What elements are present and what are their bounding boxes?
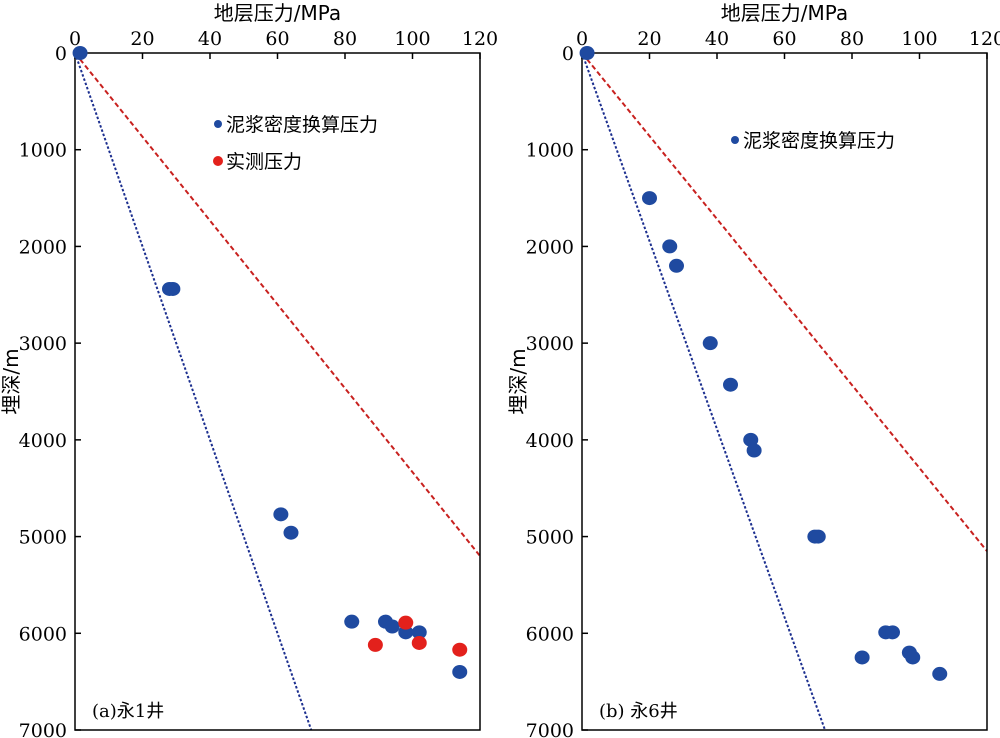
x-tick-label: 0 <box>576 28 588 50</box>
plot-frame <box>581 52 988 731</box>
y-tick-label: 0 <box>55 43 67 65</box>
x-tick-label: 40 <box>705 28 729 50</box>
y-tick-label: 6000 <box>19 623 67 645</box>
data-point-mud-density <box>642 191 657 206</box>
data-point-mud-density <box>702 336 718 351</box>
data-point-mud-density <box>72 46 88 60</box>
data-point-mud-density <box>810 529 826 544</box>
y-tick-label: 4000 <box>19 430 67 452</box>
x-tick-label: 100 <box>901 28 937 50</box>
legend-marker <box>731 136 739 144</box>
legend-label: 泥浆密度换算压力 <box>743 130 895 152</box>
reference-line-2 <box>75 53 480 557</box>
x-tick-label: 120 <box>969 28 1000 50</box>
data-point-mud-density <box>854 650 870 665</box>
y-tick-label: 5000 <box>526 527 574 549</box>
x-tick-label: 60 <box>265 28 289 50</box>
reference-line-1 <box>582 53 826 730</box>
data-point-mud-density <box>932 666 948 681</box>
data-point-mud-density <box>384 619 400 634</box>
data-point-mud-density <box>885 625 900 640</box>
data-point-mud-density <box>162 281 177 296</box>
data-point-measured <box>452 642 468 657</box>
data-point-mud-density <box>746 443 762 458</box>
y-tick-label: 0 <box>562 43 574 65</box>
data-point-measured <box>411 635 427 650</box>
data-point-mud-density <box>723 377 738 392</box>
data-point-mud-density <box>344 614 360 629</box>
legend-label: 实测压力 <box>226 151 302 173</box>
reference-line-2 <box>582 53 987 552</box>
y-tick-label: 3000 <box>526 333 574 355</box>
chart-panel-2: 0 20 40 60 80 100 120 0 1000 2000 3000 4000 5000 6000… <box>506 1 1000 738</box>
y-tick-label: 7000 <box>19 720 67 738</box>
data-point-measured <box>367 637 383 652</box>
data-point-mud-density <box>579 46 595 60</box>
y-tick-label: 3000 <box>19 333 67 355</box>
x-tick-label: 60 <box>772 28 796 50</box>
data-point-mud-density <box>398 625 414 640</box>
data-point-mud-density <box>905 650 921 665</box>
data-point-mud-density <box>273 507 289 522</box>
x-tick-label: 20 <box>637 28 661 50</box>
x-tick-label: 0 <box>69 28 81 50</box>
x-tick-label: 40 <box>198 28 222 50</box>
data-point-mud-density <box>452 664 468 679</box>
legend-label: 泥浆密度换算压力 <box>226 114 378 136</box>
x-tick-label: 80 <box>333 28 357 50</box>
data-point-mud-density <box>283 525 299 540</box>
y-tick-label: 4000 <box>526 430 574 452</box>
y-axis-title: 埋深/m <box>506 348 530 414</box>
x-tick-label: 20 <box>130 28 154 50</box>
x-axis-title: 地层压力/MPa <box>214 1 341 25</box>
legend-marker <box>214 120 222 128</box>
y-tick-label: 5000 <box>19 527 67 549</box>
x-tick-label: 120 <box>462 28 498 50</box>
x-tick-label: 100 <box>394 28 430 50</box>
data-point-mud-density <box>743 432 759 447</box>
data-point-mud-density <box>411 625 427 640</box>
y-tick-label: 1000 <box>19 140 67 162</box>
y-tick-label: 2000 <box>19 236 67 258</box>
legend-marker <box>213 156 223 166</box>
y-tick-label: 1000 <box>526 140 574 162</box>
x-tick-label: 80 <box>840 28 864 50</box>
chart-panel-1: 0 20 40 60 80 100 120 0 1000 2000 3000 4000 5000 6000… <box>0 1 498 738</box>
data-point-measured <box>398 615 414 630</box>
data-point-mud-density <box>669 258 684 273</box>
panel-label: (a)永1井 <box>92 701 164 722</box>
y-tick-label: 6000 <box>526 623 574 645</box>
panel-label: (b) 永6井 <box>599 701 678 722</box>
y-axis-title: 埋深/m <box>0 348 23 414</box>
x-axis-title: 地层压力/MPa <box>721 1 848 25</box>
y-tick-label: 2000 <box>526 236 574 258</box>
y-tick-label: 7000 <box>526 720 574 738</box>
data-point-mud-density <box>662 239 678 254</box>
